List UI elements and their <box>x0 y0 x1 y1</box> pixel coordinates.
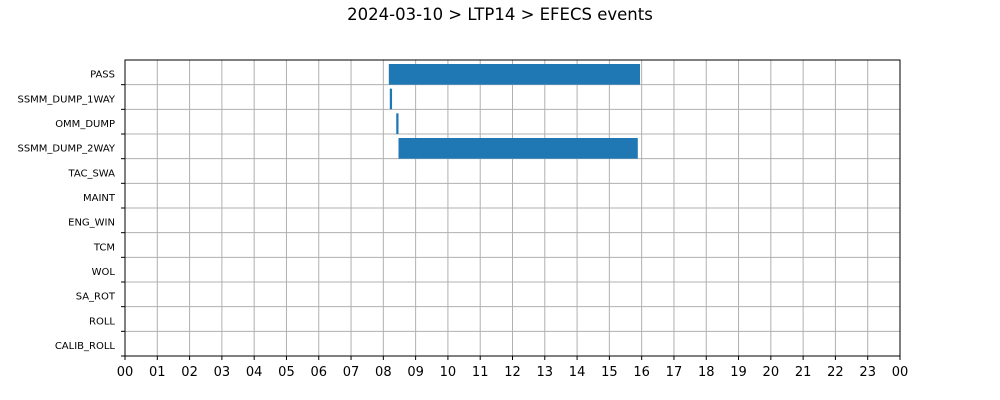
x-tick-label: 02 <box>181 365 198 380</box>
x-tick-label: 15 <box>601 365 618 380</box>
x-tick-label: 12 <box>504 365 521 380</box>
x-tick-label: 14 <box>569 365 586 380</box>
event-bar-ssmm-dump-2way <box>398 138 638 159</box>
x-tick-label: 07 <box>343 365 360 380</box>
y-tick-label: SSMM_DUMP_2WAY <box>17 144 115 155</box>
x-tick-label: 04 <box>246 365 263 380</box>
x-tick-label: 09 <box>407 365 424 380</box>
x-tick-label: 17 <box>666 365 683 380</box>
chart-title: 2024-03-10 > LTP14 > EFECS events <box>347 5 653 24</box>
x-tick-label: 23 <box>859 365 876 380</box>
y-tick-label: SA_ROT <box>76 292 116 303</box>
y-tick-label: SSMM_DUMP_1WAY <box>17 94 115 105</box>
x-tick-label: 13 <box>537 365 554 380</box>
bar-layer <box>388 64 641 159</box>
y-tick-label: PASS <box>90 70 115 81</box>
y-tick-label: CALIB_ROLL <box>55 341 116 352</box>
x-tick-label: 05 <box>278 365 295 380</box>
x-tick-label: 10 <box>440 365 457 380</box>
event-bar-pass <box>388 64 641 85</box>
x-tick-label: 20 <box>763 365 780 380</box>
x-tick-label: 00 <box>117 365 134 380</box>
x-tick-label: 18 <box>698 365 715 380</box>
y-tick-label: WOL <box>92 267 116 278</box>
x-tick-label: 01 <box>149 365 166 380</box>
y-tick-label: MAINT <box>83 193 116 204</box>
x-tick-label: 22 <box>827 365 844 380</box>
y-tick-label: OMM_DUMP <box>55 119 115 130</box>
event-bar-ssmm-dump-1way <box>389 88 393 110</box>
y-tick-label: TCM <box>93 242 115 253</box>
event-bar-omm-dump <box>396 113 399 134</box>
y-tick-label: ENG_WIN <box>68 218 115 229</box>
x-tick-label: 21 <box>795 365 812 380</box>
x-tick-label: 06 <box>310 365 327 380</box>
x-tick-label: 19 <box>730 365 747 380</box>
x-tick-label: 11 <box>472 365 489 380</box>
x-tick-label: 08 <box>375 365 392 380</box>
tick-layer: 00 01 02 03 04 05 06 07 08 09 10 11 12 13 14 15 16 17 18 19… <box>17 70 908 380</box>
y-tick-label: ROLL <box>89 316 115 327</box>
x-tick-label: 16 <box>633 365 650 380</box>
grid-layer <box>125 60 900 356</box>
y-tick-label: TAC_SWA <box>67 168 115 179</box>
x-tick-label: 00 <box>892 365 909 380</box>
x-tick-label: 03 <box>214 365 231 380</box>
